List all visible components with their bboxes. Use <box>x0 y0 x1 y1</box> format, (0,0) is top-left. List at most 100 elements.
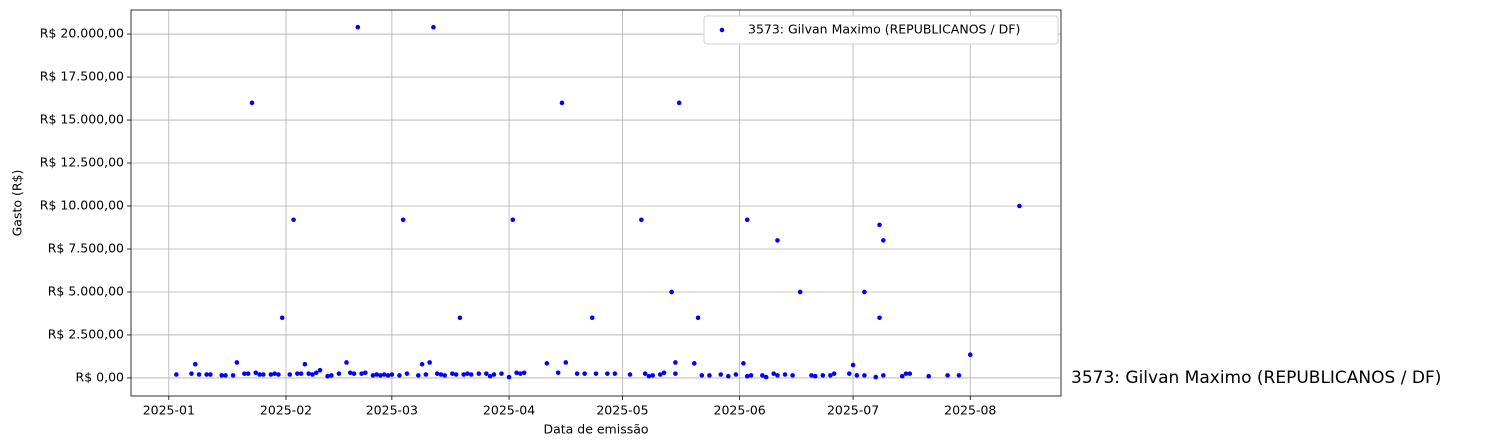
point <box>657 372 663 377</box>
point <box>355 24 361 30</box>
point <box>499 371 504 376</box>
point <box>268 372 274 377</box>
point <box>174 372 179 377</box>
point <box>771 371 776 376</box>
point <box>223 373 228 378</box>
y-tick-label: R$ 12.500,00 <box>40 155 124 170</box>
point <box>344 360 349 365</box>
point <box>903 371 909 376</box>
point <box>208 372 213 377</box>
point <box>298 371 304 376</box>
x-tick-label: 2025-04 <box>483 403 535 418</box>
point <box>317 367 323 373</box>
point <box>287 372 293 377</box>
point <box>453 372 459 377</box>
point <box>189 371 194 376</box>
plot-area <box>131 10 1061 396</box>
point <box>790 373 795 378</box>
x-axis-label: Data de emissão <box>543 422 648 437</box>
point <box>434 371 440 376</box>
point <box>820 373 826 378</box>
point <box>230 373 236 378</box>
y-tick-label: R$ 17.500,00 <box>40 69 124 84</box>
point <box>862 289 867 295</box>
point <box>846 371 852 376</box>
point <box>491 372 497 377</box>
point <box>862 373 867 378</box>
y-tick-label: R$ 2.500,00 <box>48 326 124 341</box>
point <box>325 373 330 379</box>
point <box>351 371 357 376</box>
point <box>760 373 765 378</box>
point <box>744 373 750 379</box>
legend <box>703 15 1059 45</box>
point <box>544 361 550 366</box>
point <box>468 372 474 377</box>
point <box>378 373 383 378</box>
point <box>642 371 648 376</box>
point <box>506 374 512 380</box>
point <box>1017 203 1022 209</box>
point <box>661 370 667 376</box>
point <box>219 373 225 378</box>
point <box>370 373 376 378</box>
point <box>695 315 701 321</box>
point <box>291 217 296 223</box>
point <box>574 371 580 376</box>
point <box>389 372 395 377</box>
point <box>257 372 262 377</box>
point <box>899 373 905 379</box>
point <box>956 373 962 378</box>
point <box>907 371 913 376</box>
point <box>763 374 769 380</box>
y-tick-label: R$ 15.000,00 <box>40 112 124 127</box>
point <box>249 100 255 106</box>
point <box>295 371 300 376</box>
point <box>510 217 516 223</box>
point <box>726 373 731 379</box>
point <box>442 373 448 378</box>
x-tick-label: 2025-03 <box>366 403 418 418</box>
point <box>589 315 595 321</box>
legend-marker <box>719 27 725 33</box>
point <box>400 217 406 223</box>
x-tick-label: 2025-07 <box>827 403 879 418</box>
point <box>518 371 523 376</box>
point <box>650 373 656 378</box>
point <box>854 373 860 378</box>
point <box>669 289 674 295</box>
point <box>431 24 436 30</box>
point <box>476 371 482 376</box>
point <box>404 371 410 376</box>
point <box>926 373 931 379</box>
point <box>306 371 311 376</box>
point <box>612 371 618 376</box>
point <box>484 371 489 376</box>
point <box>272 371 277 376</box>
y-tick-label: R$ 5.000,00 <box>48 283 124 298</box>
point <box>423 372 429 377</box>
point <box>313 370 319 376</box>
point <box>563 360 569 365</box>
point <box>416 373 421 378</box>
y-tick-label: R$ 20.000,00 <box>40 26 124 41</box>
point <box>775 238 780 243</box>
point <box>310 372 315 377</box>
point <box>733 372 739 377</box>
point <box>242 371 247 376</box>
point <box>744 217 750 223</box>
point <box>261 372 266 377</box>
point <box>204 372 209 377</box>
point <box>945 373 950 378</box>
point <box>881 373 886 378</box>
point <box>438 372 444 377</box>
point <box>673 371 678 376</box>
point <box>718 372 724 377</box>
point <box>828 373 833 378</box>
point <box>967 352 973 358</box>
point <box>457 315 463 321</box>
point <box>427 360 432 365</box>
point <box>461 372 466 377</box>
point <box>831 371 837 376</box>
